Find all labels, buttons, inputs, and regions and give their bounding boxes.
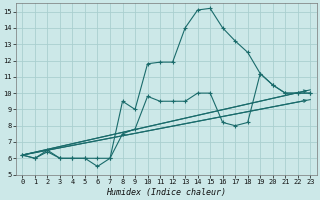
X-axis label: Humidex (Indice chaleur): Humidex (Indice chaleur) <box>106 188 226 197</box>
